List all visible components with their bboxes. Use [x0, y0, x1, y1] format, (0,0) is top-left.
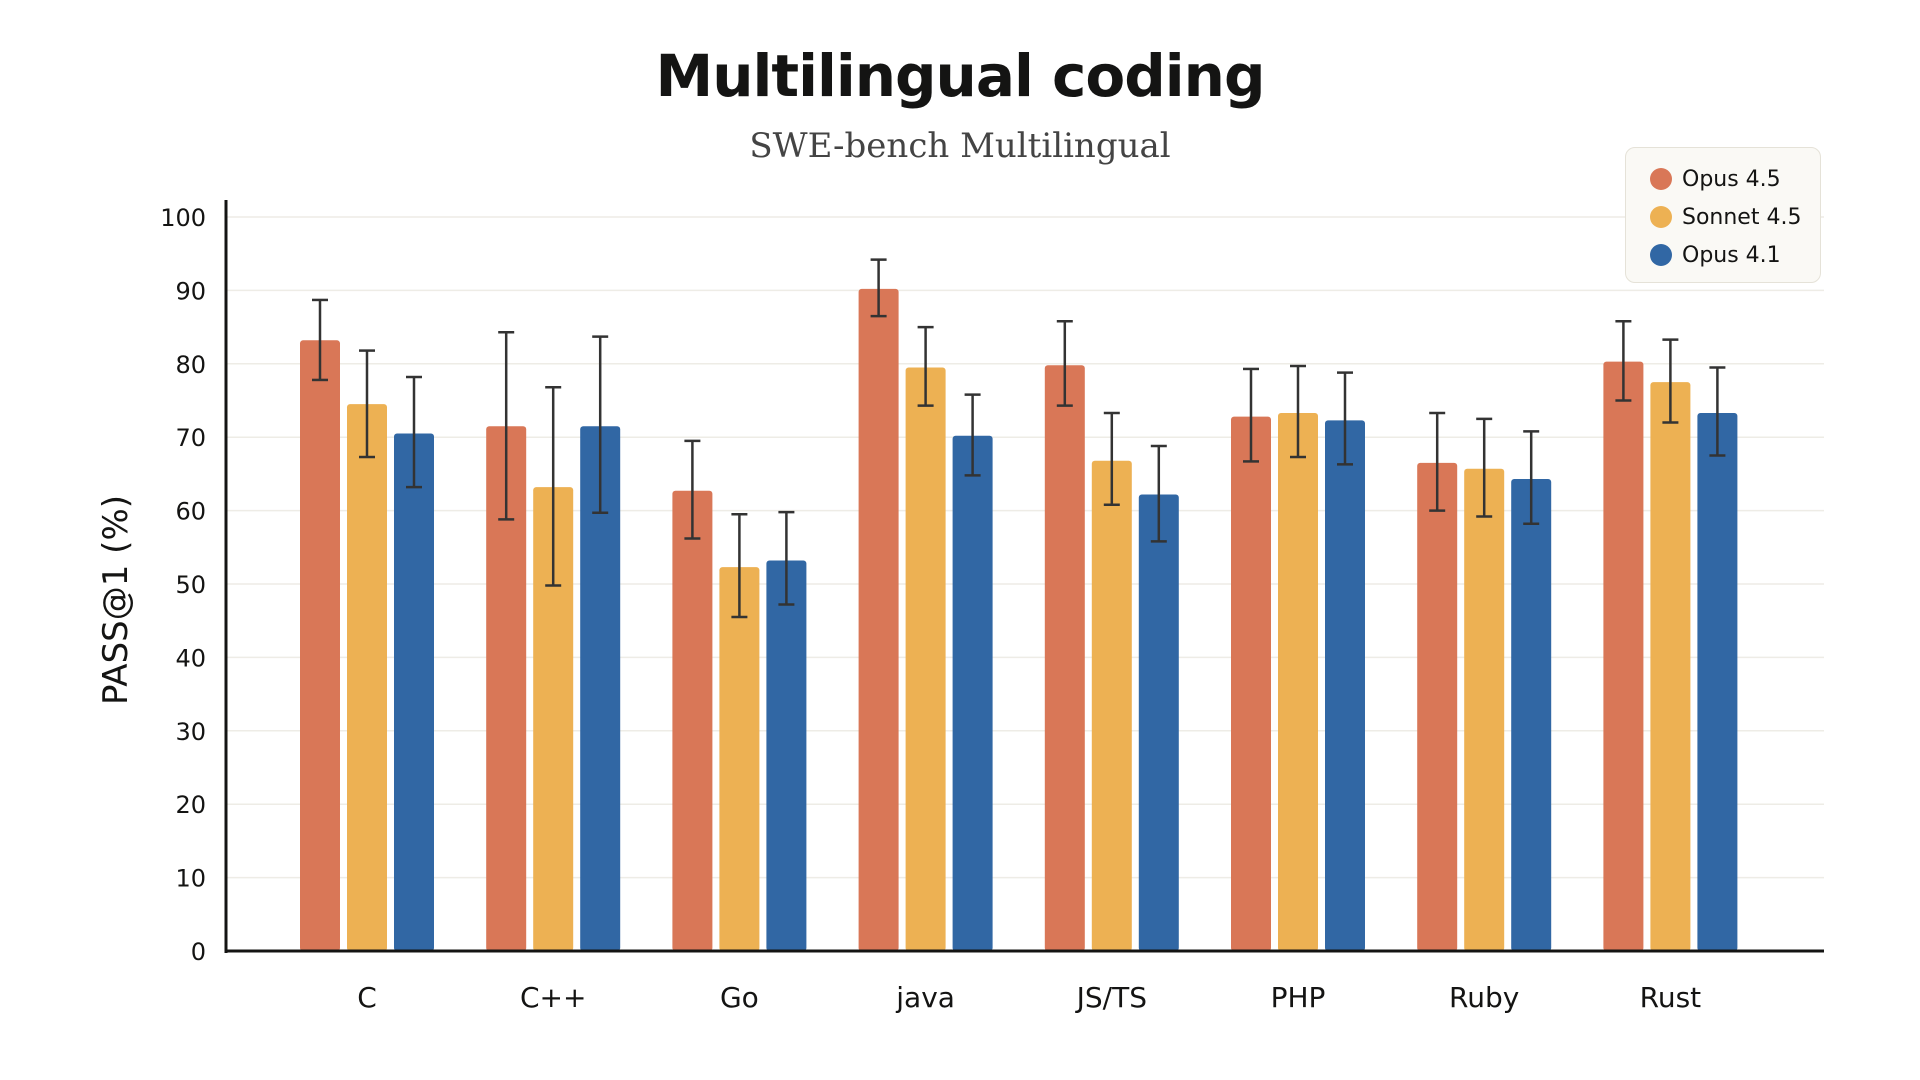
x-tick-label: java [895, 981, 955, 1014]
legend-swatch [1650, 168, 1672, 190]
x-tick-label: C++ [520, 981, 586, 1014]
bar [1278, 412, 1318, 951]
bar [533, 487, 574, 951]
bar [394, 433, 434, 951]
bar [672, 490, 713, 951]
x-tick-label: Go [720, 981, 759, 1014]
bar [1650, 382, 1691, 951]
bar [1044, 365, 1085, 951]
y-tick-label: 100 [160, 204, 206, 232]
y-tick-label: 20 [175, 791, 206, 819]
bar [486, 426, 527, 951]
bar [719, 567, 760, 951]
bar [300, 340, 340, 951]
bar [1464, 468, 1505, 951]
x-tick-label: Rust [1640, 981, 1702, 1014]
x-tick-label: Ruby [1449, 981, 1519, 1014]
y-tick-label: 30 [175, 718, 206, 746]
bar [905, 367, 946, 952]
x-tick-label: JS/TS [1075, 981, 1147, 1014]
y-tick-label: 40 [175, 644, 206, 672]
bar [1091, 460, 1132, 951]
legend-label: Opus 4.1 [1682, 242, 1781, 268]
y-tick-label: 70 [175, 424, 206, 452]
bar [580, 426, 621, 951]
legend-swatch [1650, 206, 1672, 228]
bar [1231, 416, 1271, 951]
bar [858, 288, 899, 951]
bar [1511, 479, 1552, 951]
bar [952, 435, 993, 951]
legend-label: Opus 4.5 [1682, 166, 1781, 192]
x-tick-label: C [357, 981, 377, 1014]
bar [1417, 462, 1458, 951]
chart-title: Multilingual coding [655, 42, 1265, 110]
legend-item-opus-4-1: Opus 4.1 [1650, 236, 1820, 274]
bar [1697, 412, 1738, 951]
y-tick-label: 60 [175, 498, 206, 526]
y-tick-label: 10 [175, 865, 206, 893]
y-tick-label: 50 [175, 571, 206, 599]
chart-subtitle: SWE-bench Multilingual [749, 126, 1171, 166]
legend: Opus 4.5 Sonnet 4.5 Opus 4.1 [1625, 147, 1821, 283]
y-tick-label: 80 [175, 351, 206, 379]
bar [347, 404, 387, 951]
legend-swatch [1650, 244, 1672, 266]
bar [1138, 494, 1179, 951]
y-tick-label: 0 [191, 938, 206, 966]
x-tick-label: PHP [1271, 981, 1326, 1014]
y-tick-label: 90 [175, 277, 206, 305]
legend-item-sonnet-4-5: Sonnet 4.5 [1650, 198, 1820, 236]
legend-item-opus-4-5: Opus 4.5 [1650, 160, 1820, 198]
bar [1603, 361, 1644, 951]
bar [766, 560, 807, 951]
legend-label: Sonnet 4.5 [1682, 204, 1802, 230]
bar [1325, 420, 1365, 951]
